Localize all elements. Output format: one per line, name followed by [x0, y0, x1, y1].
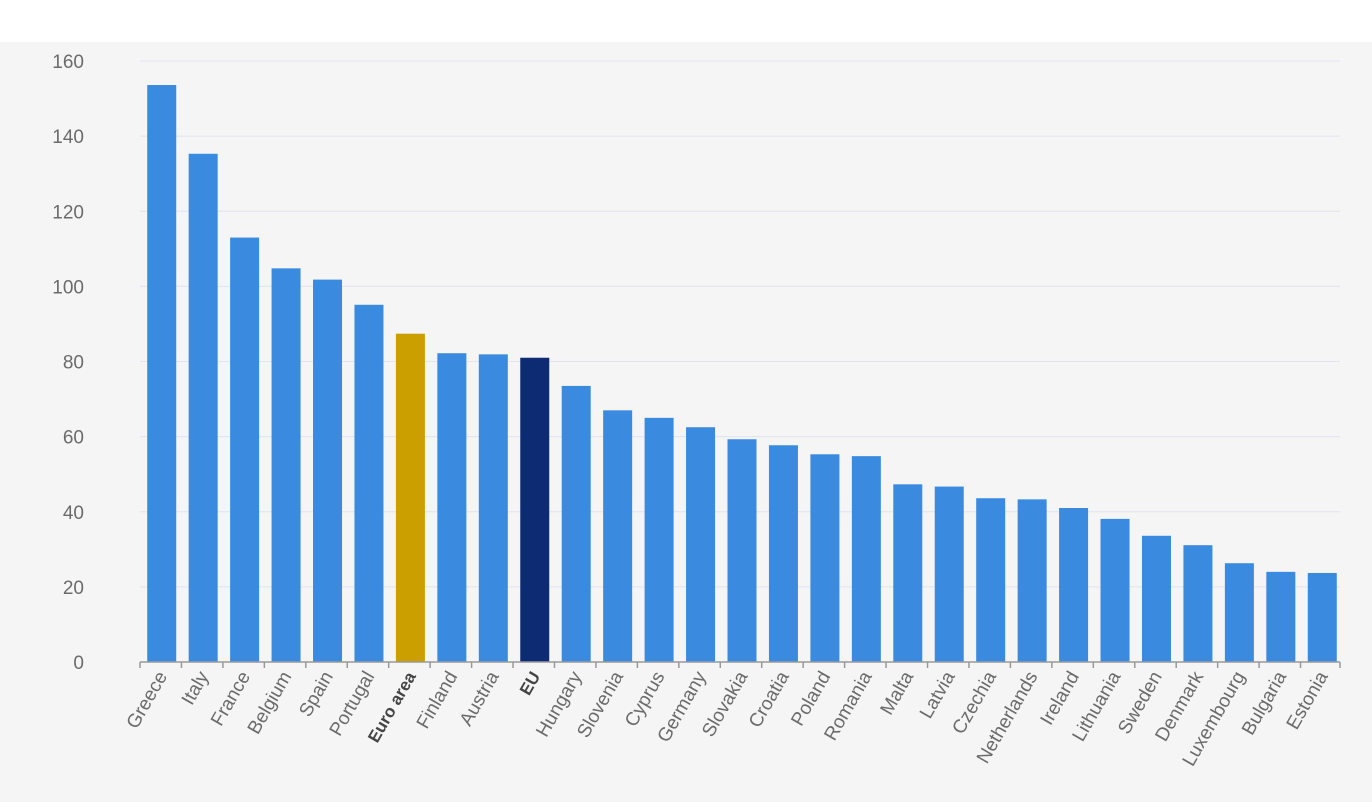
y-tick-label: 40	[63, 503, 84, 524]
x-axis	[139, 661, 1341, 668]
bar-slovenia	[603, 410, 633, 662]
y-tick-label: 0	[73, 653, 84, 674]
x-tick-label: Latvia	[916, 668, 960, 723]
x-tick-label: Croatia	[745, 668, 794, 732]
bar-germany	[686, 427, 716, 662]
y-tick-label: 120	[52, 202, 84, 223]
x-tick-label: Spain	[295, 668, 337, 721]
bar-euro-area	[395, 333, 425, 662]
bar-greece	[147, 85, 177, 663]
bar-slovakia	[727, 439, 757, 662]
chart-panel: 0 20 40 60 80 100 120 140 160 Greece Italy France B…	[0, 42, 1372, 802]
y-tick-label: 160	[52, 52, 84, 73]
bar-luxembourg	[1224, 563, 1254, 662]
x-tick-label: Austria	[456, 668, 504, 730]
x-axis-labels: Greece ItalyFranceBelgiumSpainPortugalEur…	[123, 668, 1333, 770]
bar-hungary	[561, 385, 591, 662]
y-tick-label: 140	[52, 127, 84, 148]
bar-spain	[313, 279, 343, 662]
x-tick-label: Greece	[123, 668, 172, 732]
bar-croatia	[768, 445, 798, 662]
bar-latvia	[934, 486, 964, 662]
bar-bulgaria	[1266, 571, 1296, 662]
bar-italy	[188, 153, 218, 663]
bar-czechia	[976, 498, 1006, 662]
bar-malta	[893, 484, 923, 662]
bar-denmark	[1183, 545, 1213, 662]
bar-estonia	[1307, 572, 1337, 662]
y-tick-label: 20	[63, 578, 84, 599]
y-tick-label: 60	[63, 428, 84, 449]
bars	[147, 85, 1337, 663]
bar-lithuania	[1100, 518, 1130, 662]
x-tick-label: Italy	[178, 668, 214, 709]
x-tick-label: Malta	[877, 668, 919, 719]
bar-finland	[437, 353, 467, 662]
bar-austria	[478, 354, 508, 662]
bar-eu	[520, 357, 550, 662]
x-tick-label: EU	[516, 669, 544, 699]
bar-netherlands	[1017, 499, 1047, 662]
y-tick-label: 100	[52, 277, 84, 298]
bar-chart: 0 20 40 60 80 100 120 140 160 Greece ItalyFranceB…	[52, 52, 1341, 770]
bar-portugal	[354, 304, 384, 662]
bar-romania	[851, 456, 881, 662]
bar-belgium	[271, 268, 301, 662]
bar-ireland	[1059, 507, 1089, 662]
bar-poland	[810, 454, 840, 662]
y-axis-ticks: 0 20 40 60 80 100 120 140 160	[52, 52, 84, 674]
bar-sweden	[1141, 535, 1171, 662]
x-tick-label: Estonia	[1283, 668, 1333, 734]
x-tick-label: Finland	[413, 668, 462, 732]
bar-france	[230, 237, 260, 662]
y-tick-label: 80	[63, 353, 84, 374]
bar-cyprus	[644, 417, 674, 662]
